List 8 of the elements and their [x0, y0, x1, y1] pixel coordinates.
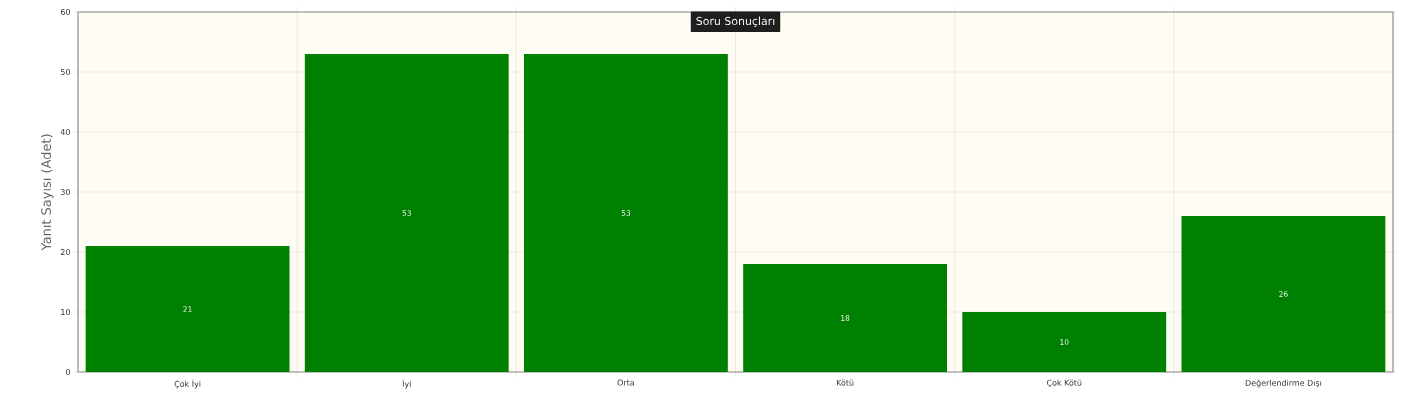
- bar: [1181, 216, 1386, 372]
- y-axis-title: Yanıt Sayısı (Adet): [40, 134, 54, 251]
- bar: [524, 54, 728, 372]
- chart-title: Soru Sonuçları: [696, 16, 775, 28]
- bar: [304, 54, 509, 372]
- bar: [85, 246, 290, 372]
- bar: [962, 312, 1167, 372]
- bar: [743, 264, 947, 372]
